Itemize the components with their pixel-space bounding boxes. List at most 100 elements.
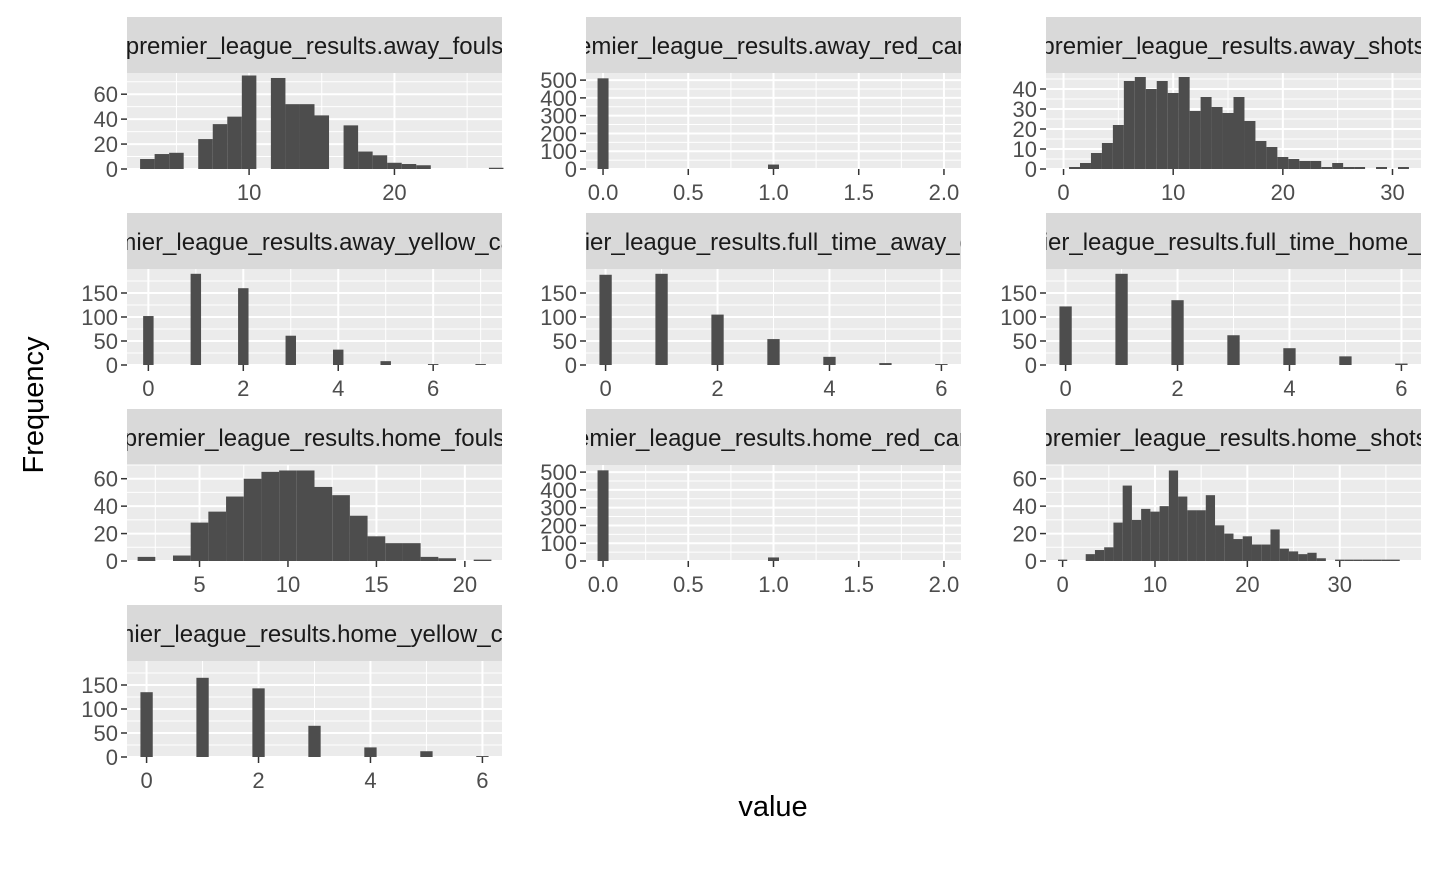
histogram-bar bbox=[1112, 125, 1124, 169]
histogram-bar bbox=[1270, 529, 1280, 561]
histogram-bar bbox=[1113, 522, 1123, 561]
histogram-bar bbox=[1335, 559, 1345, 561]
histogram-bar bbox=[364, 747, 377, 757]
x-tick-label: 1.5 bbox=[843, 572, 874, 597]
histogram-bar bbox=[1145, 89, 1157, 169]
y-tick-label: 20 bbox=[1013, 522, 1037, 547]
x-tick-label: 2 bbox=[237, 376, 249, 401]
y-tick-label: 300 bbox=[540, 496, 577, 521]
histogram-bar bbox=[1168, 470, 1179, 561]
x-tick-label: 1.0 bbox=[758, 180, 789, 205]
histogram-bar bbox=[143, 316, 154, 365]
histogram-bar bbox=[416, 165, 431, 169]
facet-title: premier_league_results.away_fouls bbox=[126, 33, 504, 60]
histogram-bar bbox=[1205, 495, 1216, 561]
histogram-bar bbox=[1372, 559, 1382, 561]
histogram-bar bbox=[1222, 113, 1234, 169]
y-tick-label: 20 bbox=[94, 132, 118, 157]
x-tick-label: 10 bbox=[1161, 180, 1185, 205]
x-tick-label: 0 bbox=[599, 376, 611, 401]
x-tick-label: 1.0 bbox=[758, 572, 789, 597]
histogram-bar bbox=[475, 364, 486, 365]
facet-title: premier_league_results.home_red_cards bbox=[555, 425, 993, 452]
y-tick-label: 150 bbox=[1000, 281, 1037, 306]
x-tick-label: 5 bbox=[193, 572, 205, 597]
histogram-bar bbox=[438, 558, 457, 561]
histogram-bar bbox=[308, 725, 321, 757]
y-tick-label: 100 bbox=[540, 305, 577, 330]
x-tick-label: 10 bbox=[237, 180, 261, 205]
histogram-bar bbox=[768, 164, 779, 169]
x-tick-label: 6 bbox=[935, 376, 947, 401]
y-tick-label: 50 bbox=[94, 721, 118, 746]
histogram-bar bbox=[261, 471, 280, 561]
histogram-bar bbox=[1353, 559, 1363, 561]
histogram-bar bbox=[1167, 93, 1179, 169]
histogram-bar bbox=[252, 688, 265, 757]
x-tick-label: 0 bbox=[1057, 572, 1069, 597]
facet-strip bbox=[586, 213, 961, 269]
x-tick-label: 0.0 bbox=[588, 180, 619, 205]
histogram-bar bbox=[1266, 147, 1278, 169]
facet-title: premier_league_results.away_shots bbox=[1041, 33, 1425, 60]
histogram-bar bbox=[1283, 348, 1296, 365]
facet-strip bbox=[586, 409, 961, 465]
histogram-bar bbox=[270, 77, 286, 169]
histogram-bar bbox=[1079, 163, 1091, 169]
y-tick-label: 60 bbox=[94, 82, 118, 107]
x-tick-label: 10 bbox=[1143, 572, 1167, 597]
y-tick-label: 0 bbox=[1025, 157, 1037, 182]
histogram-bar bbox=[1362, 559, 1373, 561]
y-tick-label: 50 bbox=[94, 329, 118, 354]
histogram-bar bbox=[1122, 485, 1132, 561]
facet-title: premier_league_results.home_fouls bbox=[124, 425, 506, 452]
y-tick-label: 100 bbox=[81, 697, 118, 722]
y-tick-label: 200 bbox=[540, 121, 577, 146]
facet-strip bbox=[1046, 409, 1421, 465]
histogram-bar bbox=[1211, 107, 1223, 169]
histogram-bar bbox=[1332, 163, 1344, 169]
x-tick-label: 0.5 bbox=[673, 180, 704, 205]
facet-title: premier_league_results.home_yellow_cards bbox=[80, 621, 550, 648]
facet-title: premier_league_results.full_time_home_go… bbox=[988, 229, 1440, 256]
histogram-bar bbox=[401, 164, 417, 169]
histogram-bar bbox=[1131, 519, 1142, 561]
histogram-bar bbox=[1395, 363, 1408, 365]
y-tick-label: 30 bbox=[1013, 97, 1037, 122]
facet-panel: premier_league_results.home_shots0204060… bbox=[1013, 409, 1427, 597]
histogram-bar bbox=[1376, 167, 1388, 169]
histogram-bar bbox=[1321, 167, 1333, 169]
x-tick-label: 4 bbox=[1283, 376, 1295, 401]
histogram-bar bbox=[1171, 300, 1184, 365]
x-tick-label: 20 bbox=[382, 180, 406, 205]
histogram-bar bbox=[767, 339, 780, 365]
x-tick-label: 0 bbox=[1059, 376, 1071, 401]
facet-panel: premier_league_results.away_yellow_cards… bbox=[81, 213, 502, 401]
histogram-bar bbox=[198, 139, 213, 169]
histogram-bar bbox=[1397, 167, 1409, 169]
histogram-bar bbox=[476, 756, 489, 757]
y-tick-label: 150 bbox=[81, 281, 118, 306]
histogram-bar bbox=[190, 522, 209, 561]
facet-panel: premier_league_results.away_fouls0204060… bbox=[94, 17, 504, 205]
histogram-bar bbox=[387, 162, 402, 169]
facet-title: premier_league_results.home_shots bbox=[1039, 425, 1427, 452]
histogram-bar bbox=[1279, 548, 1289, 561]
histogram-bar bbox=[1288, 159, 1300, 169]
histogram-bar bbox=[935, 364, 948, 365]
y-tick-label: 500 bbox=[540, 68, 577, 93]
facet-strip bbox=[127, 213, 502, 269]
histogram-bar bbox=[385, 543, 403, 561]
histogram-bar bbox=[1215, 525, 1225, 561]
histogram-bar bbox=[488, 167, 504, 169]
histogram-bar bbox=[1288, 551, 1299, 561]
facet-panel: premier_league_results.home_yellow_cards… bbox=[80, 605, 550, 793]
histogram-bar bbox=[1255, 141, 1267, 169]
y-tick-label: 300 bbox=[540, 104, 577, 129]
histogram-bar bbox=[1343, 167, 1355, 169]
histogram-bar bbox=[655, 273, 668, 365]
histogram-bar bbox=[226, 496, 244, 561]
x-tick-label: 4 bbox=[823, 376, 835, 401]
histogram-bar bbox=[137, 556, 156, 561]
histogram-bar bbox=[1059, 306, 1072, 365]
